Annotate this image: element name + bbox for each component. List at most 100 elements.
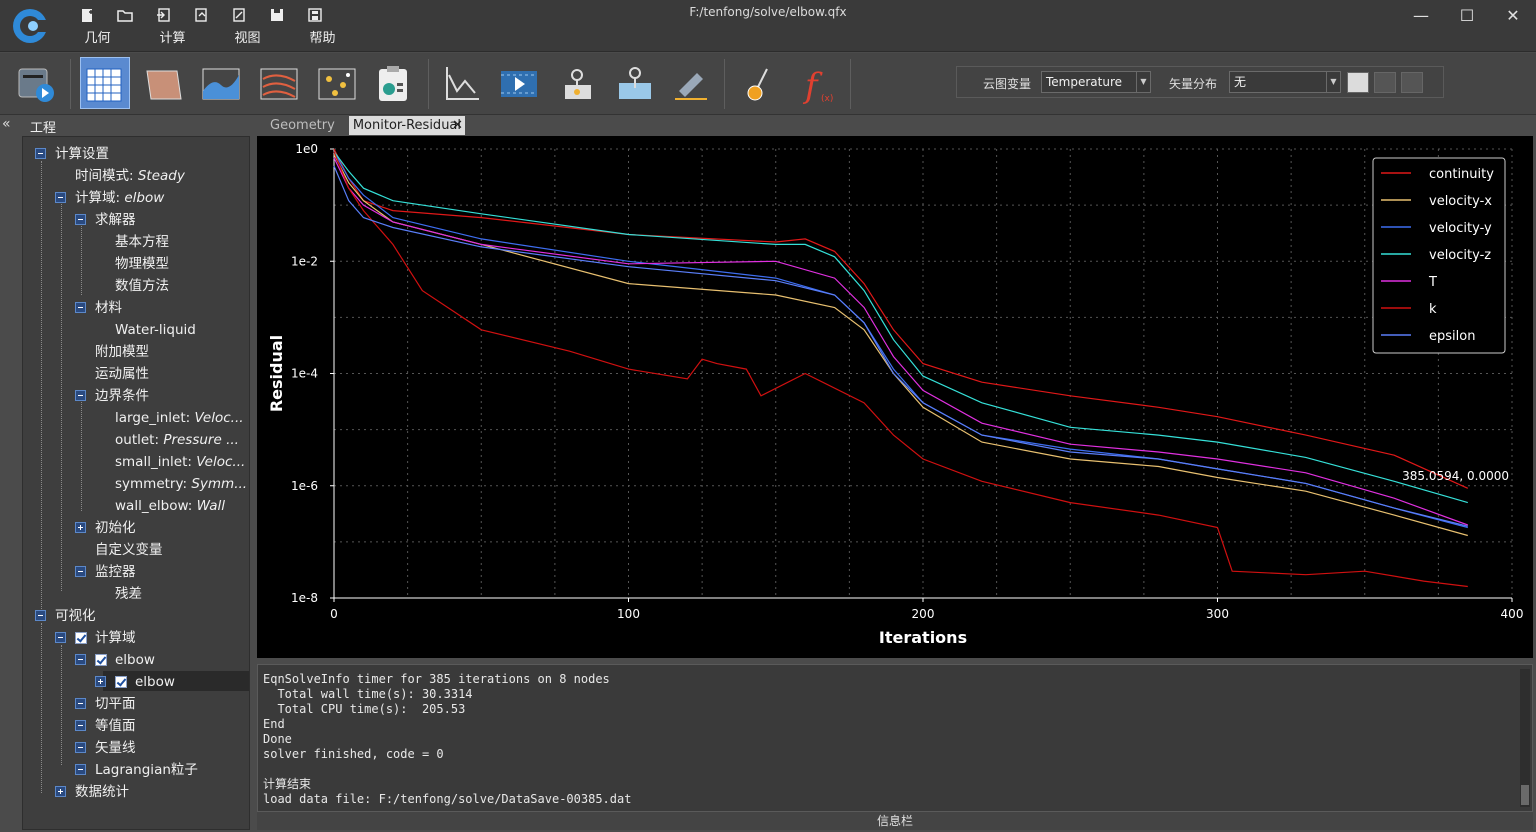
tree-statistics[interactable]: 数据统计 xyxy=(55,782,129,802)
surface-icon[interactable] xyxy=(138,57,188,109)
close-button[interactable]: ✕ xyxy=(1506,5,1520,25)
menu-compute[interactable]: 计算 xyxy=(159,31,186,46)
collapse-icon[interactable] xyxy=(75,654,86,665)
residual-plot-icon[interactable] xyxy=(436,57,486,109)
collapse-icon[interactable] xyxy=(35,610,46,621)
collapse-icon[interactable] xyxy=(75,566,86,577)
console-scrollbar-thumb[interactable] xyxy=(1521,785,1529,805)
particle-icon[interactable] xyxy=(312,57,362,109)
collapse-icon[interactable] xyxy=(75,720,86,731)
tree-calc-settings[interactable]: 计算设置 xyxy=(35,144,109,164)
tree-cut-plane[interactable]: 切平面 xyxy=(75,694,136,714)
tree-elbow-1[interactable]: elbow xyxy=(75,650,155,670)
console-line: End xyxy=(263,717,285,731)
tree-vis-domain[interactable]: 计算域 xyxy=(55,628,136,648)
tree-bc-wall-elbow[interactable]: wall_elbow: Wall xyxy=(115,496,249,516)
legend-label: epsilon xyxy=(1429,329,1475,344)
collapse-icon[interactable] xyxy=(75,764,86,775)
tree-basic-equation[interactable]: 基本方程 xyxy=(115,232,169,252)
export-settings-icon[interactable] xyxy=(1401,72,1423,93)
collapse-icon[interactable] xyxy=(35,148,46,159)
menu-geometry[interactable]: 几何 xyxy=(84,31,111,46)
save-as-icon[interactable] xyxy=(296,4,334,26)
tree-material[interactable]: 材料 xyxy=(75,298,122,318)
tree-bc-large-inlet[interactable]: large_inlet: Veloc... xyxy=(115,408,249,428)
tree-time-mode[interactable]: 时间模式: Steady xyxy=(75,166,185,186)
tree-extra-model[interactable]: 附加模型 xyxy=(95,342,149,362)
new-file-icon[interactable] xyxy=(68,4,106,26)
checkbox-checked-icon[interactable] xyxy=(75,632,87,644)
tree-label: outlet: xyxy=(115,432,164,448)
close-icon[interactable]: ✕ xyxy=(452,118,464,133)
probe-surface-icon[interactable] xyxy=(610,57,660,109)
brush-icon[interactable] xyxy=(732,57,782,109)
collapse-icon[interactable] xyxy=(75,302,86,313)
edit-icon[interactable] xyxy=(1347,72,1369,93)
menu-view[interactable]: 视图 xyxy=(234,31,261,46)
tree-monitor[interactable]: 监控器 xyxy=(75,562,136,582)
tree-domain[interactable]: 计算域: elbow xyxy=(55,188,164,208)
collapse-icon[interactable] xyxy=(75,698,86,709)
tree-isosurface[interactable]: 等值面 xyxy=(75,716,136,736)
minimize-button[interactable]: — xyxy=(1413,5,1429,25)
tree-numerical-method[interactable]: 数值方法 xyxy=(115,276,169,296)
tree-bc-small-inlet[interactable]: small_inlet: Veloc... xyxy=(115,452,249,472)
tree-label: symmetry: xyxy=(115,476,192,492)
import-icon[interactable] xyxy=(144,4,182,26)
tree-physical-model[interactable]: 物理模型 xyxy=(115,254,169,274)
tree-bc-symmetry[interactable]: symmetry: Symm... xyxy=(115,474,249,494)
copy-icon[interactable] xyxy=(1374,72,1396,93)
console-scrollbar[interactable] xyxy=(1520,669,1530,807)
tree-boundary-conditions[interactable]: 边界条件 xyxy=(75,386,149,406)
tree-solver[interactable]: 求解器 xyxy=(75,210,136,230)
expand-icon[interactable] xyxy=(55,786,66,797)
tree-elbow-2[interactable]: elbow xyxy=(95,672,175,692)
tree-value: Pressure ... xyxy=(163,432,239,448)
tab-monitor-residual[interactable]: Monitor-Residual ✕ xyxy=(348,116,466,135)
export-2-icon[interactable] xyxy=(220,4,258,26)
report-icon[interactable] xyxy=(368,57,418,109)
streamline-icon[interactable] xyxy=(254,57,304,109)
tree-custom-variable[interactable]: 自定义变量 xyxy=(95,540,163,560)
residual-chart[interactable]: 0 100 200 300 400 1e0 1e-2 1e-4 1e-6 1e-8 Iteratio… xyxy=(257,136,1533,658)
expand-icon[interactable] xyxy=(75,522,86,533)
open-folder-icon[interactable] xyxy=(106,4,144,26)
expand-icon[interactable] xyxy=(95,676,106,687)
tree-initialization[interactable]: 初始化 xyxy=(75,518,136,538)
mesh-grid-icon[interactable] xyxy=(80,57,130,109)
tree-lagrangian[interactable]: Lagrangian粒子 xyxy=(75,760,198,780)
save-icon[interactable] xyxy=(258,4,296,26)
collapse-panel-button[interactable]: « xyxy=(2,116,11,132)
contour-variable-select[interactable]: Temperature ▼ xyxy=(1041,71,1151,93)
collapse-icon[interactable] xyxy=(75,214,86,225)
tree-motion[interactable]: 运动属性 xyxy=(95,364,149,384)
tree-water-liquid[interactable]: Water-liquid xyxy=(115,320,196,340)
checkbox-checked-icon[interactable] xyxy=(95,654,107,666)
collapse-icon[interactable] xyxy=(55,632,66,643)
vector-distribution-value: 无 xyxy=(1234,75,1247,89)
probe-point-icon[interactable] xyxy=(552,57,602,109)
collapse-icon[interactable] xyxy=(75,390,86,401)
function-icon[interactable]: f (x) xyxy=(790,57,840,109)
contour-plot-icon[interactable] xyxy=(196,57,246,109)
tree-bc-outlet[interactable]: outlet: Pressure ... xyxy=(115,430,249,450)
legend-label: velocity-x xyxy=(1429,194,1492,209)
info-bar[interactable]: 信息栏 xyxy=(257,812,1533,830)
solve-run-icon[interactable] xyxy=(10,57,60,109)
export-icon[interactable] xyxy=(182,4,220,26)
ruler-icon[interactable] xyxy=(666,57,716,109)
tree-label: 可视化 xyxy=(55,608,96,624)
menu-help[interactable]: 帮助 xyxy=(309,31,336,46)
app-logo-icon xyxy=(8,6,52,46)
tree-residual[interactable]: 残差 xyxy=(115,584,142,604)
tab-geometry[interactable]: Geometry xyxy=(270,118,335,133)
collapse-icon[interactable] xyxy=(75,742,86,753)
tree-label: 基本方程 xyxy=(115,234,169,250)
maximize-button[interactable]: ☐ xyxy=(1459,5,1475,25)
animation-icon[interactable] xyxy=(494,57,544,109)
tree-vector-line[interactable]: 矢量线 xyxy=(75,738,136,758)
collapse-icon[interactable] xyxy=(55,192,66,203)
tree-visualization[interactable]: 可视化 xyxy=(35,606,96,626)
checkbox-checked-icon[interactable] xyxy=(115,676,127,688)
vector-distribution-select[interactable]: 无 ▼ xyxy=(1229,71,1341,93)
